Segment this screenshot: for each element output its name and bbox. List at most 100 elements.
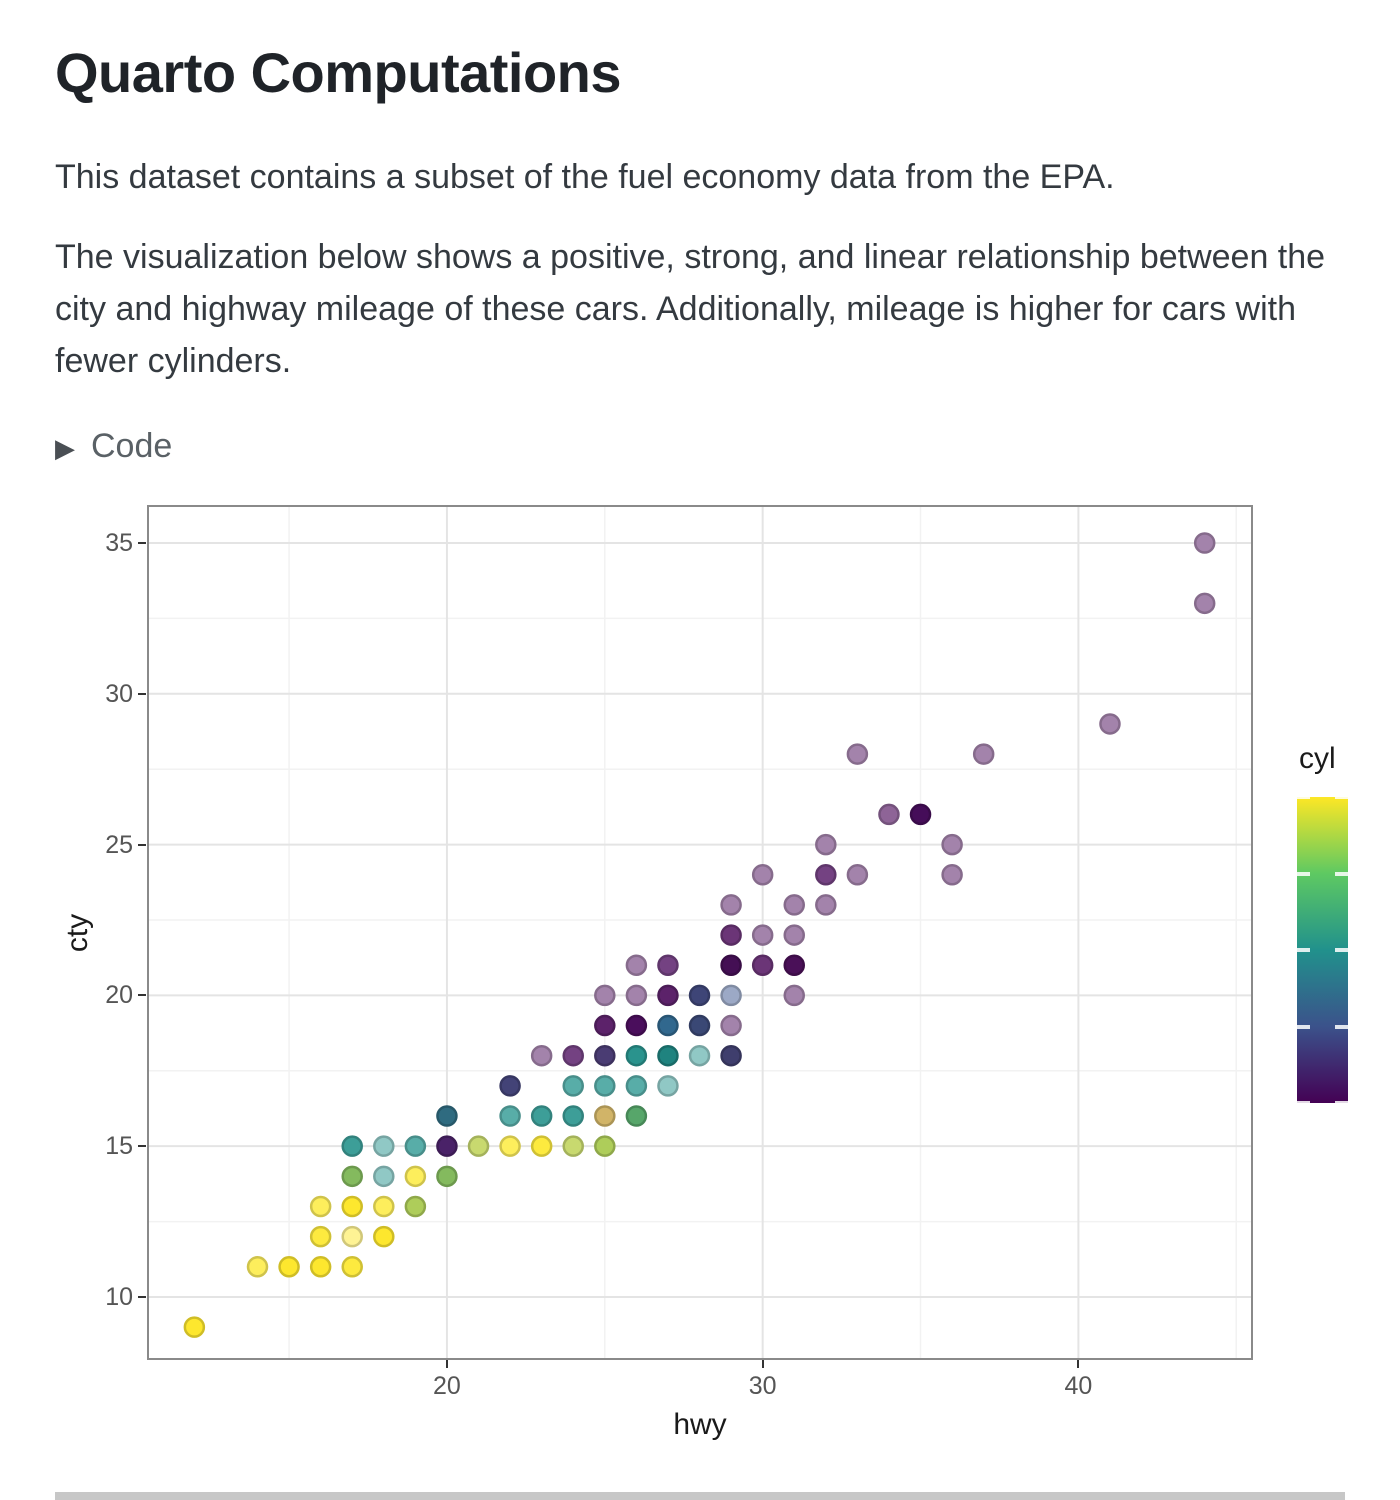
- data-point: [1193, 592, 1216, 615]
- data-point: [783, 954, 805, 976]
- legend-tick-mark: [1297, 1101, 1310, 1105]
- data-point: [436, 1105, 458, 1127]
- data-point: [594, 1105, 616, 1127]
- data-point: [530, 1044, 553, 1067]
- data-point: [878, 803, 900, 826]
- legend-tick-mark: [1297, 795, 1310, 799]
- description-line: The visualization below shows a positive…: [55, 238, 1326, 276]
- data-point: [688, 1044, 711, 1067]
- data-point: [404, 1165, 427, 1188]
- x-tick-label: 40: [1064, 1372, 1093, 1400]
- data-point: [594, 1075, 616, 1097]
- data-point: [751, 954, 774, 976]
- x-tick-label: 20: [433, 1372, 461, 1400]
- description-line: city and highway mileage of these cars. …: [55, 290, 1296, 328]
- data-point: [751, 924, 774, 946]
- data-point: [720, 924, 742, 946]
- data-point: [436, 1135, 458, 1157]
- data-point: [625, 1044, 648, 1067]
- legend-tick-mark: [1335, 1024, 1348, 1029]
- data-point: [373, 1165, 395, 1188]
- data-point: [562, 1075, 584, 1097]
- data-point: [1099, 713, 1121, 735]
- data-point: [657, 1044, 679, 1067]
- y-tick-label: 20: [105, 981, 133, 1010]
- data-point: [562, 1135, 584, 1157]
- intro-paragraph: This dataset contains a subset of the fu…: [55, 158, 1115, 196]
- data-point: [688, 1014, 711, 1037]
- y-tick-label: 10: [105, 1282, 133, 1311]
- next-section-strip: [55, 1492, 1345, 1500]
- data-point: [373, 1225, 395, 1248]
- data-point: [625, 954, 648, 976]
- data-point: [815, 833, 837, 856]
- data-point: [594, 1044, 616, 1067]
- description-line: fewer cylinders.: [55, 342, 292, 380]
- data-point: [972, 743, 995, 765]
- data-point: [499, 1075, 521, 1097]
- y-tick-label: 25: [105, 830, 133, 859]
- data-point: [404, 1135, 427, 1157]
- data-point: [373, 1195, 395, 1218]
- data-point: [373, 1135, 395, 1157]
- data-point: [309, 1256, 332, 1278]
- y-axis-title: cty: [61, 913, 94, 953]
- data-point: [657, 954, 679, 976]
- x-tick-label: 30: [748, 1372, 777, 1400]
- data-point: [657, 1075, 679, 1097]
- page-title: Quarto Computations: [55, 41, 622, 104]
- data-point: [309, 1225, 332, 1248]
- data-point: [783, 894, 805, 916]
- data-point: [783, 984, 805, 1007]
- y-tick-mark: [138, 843, 146, 846]
- data-point: [499, 1135, 521, 1157]
- data-point: [625, 1105, 648, 1127]
- data-point: [720, 954, 742, 976]
- legend-tick-mark: [1335, 948, 1348, 952]
- data-point: [815, 894, 837, 916]
- data-point: [815, 863, 837, 886]
- y-tick-label: 15: [105, 1132, 133, 1161]
- data-point: [562, 1105, 584, 1127]
- data-point: [783, 924, 805, 946]
- data-point: [341, 1225, 363, 1248]
- data-point: [720, 984, 742, 1007]
- legend-title: cyl: [1299, 742, 1336, 775]
- data-point: [846, 743, 869, 765]
- data-point: [594, 1014, 616, 1037]
- y-tick-label: 30: [105, 679, 133, 708]
- data-point: [751, 863, 774, 886]
- data-point: [530, 1105, 553, 1127]
- data-point: [941, 863, 963, 886]
- data-point: [1193, 532, 1216, 554]
- y-tick-label: 35: [105, 529, 133, 557]
- data-point: [341, 1135, 363, 1157]
- code-fold-toggle[interactable]: ▶ Code: [55, 427, 215, 466]
- description-paragraph: The visualization below shows a positive…: [55, 231, 1355, 387]
- legend-tick-mark: [1297, 871, 1310, 876]
- x-tick-mark: [445, 1360, 448, 1368]
- y-tick-mark: [138, 994, 146, 997]
- x-tick-mark: [1077, 1360, 1080, 1368]
- data-point: [688, 984, 711, 1007]
- y-tick-mark: [138, 1295, 146, 1298]
- data-point: [846, 863, 869, 886]
- data-point: [909, 803, 932, 826]
- data-point: [562, 1044, 584, 1067]
- plot-canvas: [149, 507, 1251, 1358]
- x-tick-mark: [761, 1360, 764, 1368]
- data-point: [625, 1075, 648, 1097]
- legend-tick-mark: [1335, 1101, 1348, 1105]
- scatter-figure: hwy cty cyl 20 30 40 10 15 20 25 30 35: [0, 490, 1400, 1455]
- data-point: [341, 1165, 363, 1188]
- data-point: [657, 984, 679, 1007]
- data-point: [720, 1044, 742, 1067]
- code-fold-label: Code: [91, 427, 173, 465]
- y-tick-mark: [138, 692, 146, 695]
- data-point: [341, 1195, 363, 1218]
- x-axis-title: hwy: [673, 1408, 727, 1441]
- data-point: [341, 1256, 363, 1278]
- data-point: [246, 1256, 269, 1278]
- data-point: [594, 984, 616, 1007]
- data-point: [594, 1135, 616, 1157]
